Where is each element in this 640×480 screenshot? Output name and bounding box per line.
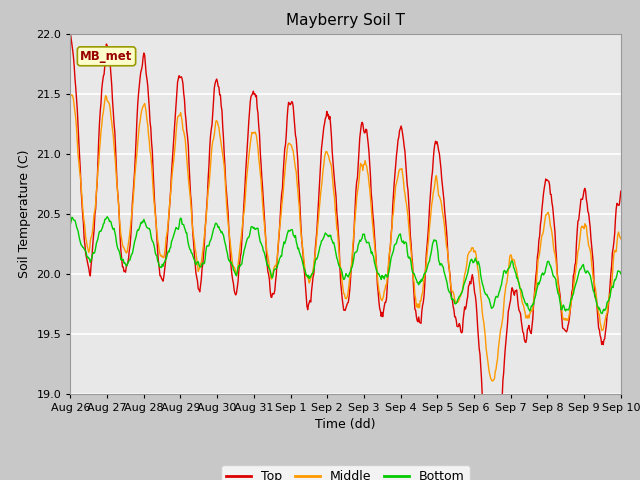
- Middle: [133, 149, 141, 155]
- Middle: [429, 197, 436, 203]
- Bottom: [103, 214, 111, 219]
- Top: [218, 108, 226, 113]
- Bottom: [77, 239, 84, 245]
- Bottom: [598, 311, 605, 316]
- Bottom: [190, 255, 198, 261]
- Line: Top: Top: [70, 33, 621, 480]
- Middle: [413, 304, 420, 310]
- Bottom: [67, 221, 74, 227]
- Top: [617, 188, 625, 194]
- Middle: [189, 228, 196, 233]
- X-axis label: Time (dd): Time (dd): [316, 418, 376, 431]
- Middle: [218, 146, 226, 152]
- Text: MB_met: MB_met: [80, 50, 132, 63]
- Bottom: [617, 271, 625, 276]
- Top: [67, 30, 74, 36]
- Top: [189, 231, 196, 237]
- Top: [77, 168, 84, 174]
- Middle: [617, 236, 625, 241]
- Legend: Top, Middle, Bottom: Top, Middle, Bottom: [221, 465, 470, 480]
- Line: Bottom: Bottom: [70, 216, 621, 313]
- Top: [133, 115, 141, 121]
- Middle: [67, 92, 74, 97]
- Middle: [77, 173, 84, 179]
- Middle: [488, 378, 496, 384]
- Bottom: [134, 227, 141, 233]
- Bottom: [219, 231, 227, 237]
- Bottom: [429, 239, 437, 245]
- Y-axis label: Soil Temperature (C): Soil Temperature (C): [18, 149, 31, 278]
- Top: [413, 314, 420, 320]
- Title: Mayberry Soil T: Mayberry Soil T: [286, 13, 405, 28]
- Line: Middle: Middle: [70, 95, 621, 381]
- Bottom: [413, 279, 421, 285]
- Top: [429, 168, 436, 174]
